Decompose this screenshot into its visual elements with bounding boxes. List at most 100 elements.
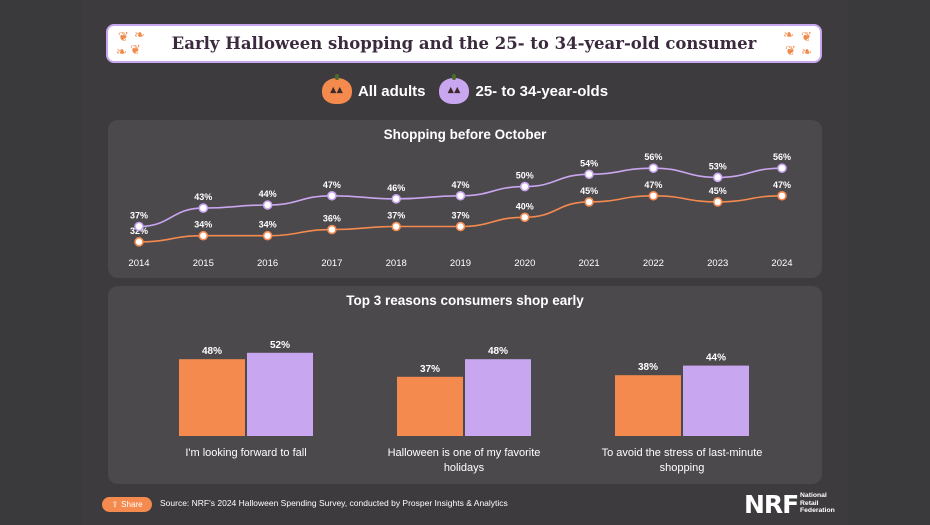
data-point (455, 190, 466, 201)
x-tick-label: 2020 (514, 258, 535, 269)
data-label: 46% (387, 183, 405, 193)
data-label: 37% (451, 211, 469, 221)
data-point (391, 221, 402, 232)
data-point (712, 197, 723, 207)
data-point (198, 203, 209, 213)
bar-value-label: 38% (638, 362, 658, 373)
category-label: To avoid the stress of last-minute (602, 447, 763, 459)
data-point (327, 224, 337, 235)
data-label: 34% (194, 220, 212, 230)
title-banner: ❦ ❧ ❧ ❦ Early Halloween shopping and the… (106, 24, 822, 63)
line-chart-panel: Shopping before October 32%34%34%36%37%3… (108, 120, 822, 278)
bar-value-label: 48% (202, 346, 222, 357)
leaf-icon: ❦ (118, 29, 129, 44)
bar (247, 352, 313, 436)
leaf-icon: ❧ (116, 44, 127, 59)
chart-legend: ▴▴ All adults ▴▴ 25- to 34-year-olds (82, 74, 848, 106)
infographic-page: ❦ ❧ ❧ ❦ Early Halloween shopping and the… (82, 0, 848, 525)
x-tick-label: 2017 (321, 258, 342, 269)
x-tick-label: 2021 (579, 258, 600, 269)
line-chart: 32%34%34%36%37%37%40%45%47%45%47%37%43%4… (128, 152, 792, 269)
bar-chart-panel: Top 3 reasons consumers shop early 48% 52… (108, 286, 822, 484)
purple-pumpkin-icon: ▴▴ (439, 74, 470, 104)
data-point (262, 200, 273, 210)
data-label: 34% (259, 220, 277, 230)
data-point (648, 163, 659, 173)
data-point (198, 230, 209, 241)
legend-label: All adults (357, 82, 426, 100)
data-label: 45% (580, 186, 598, 196)
bar-value-label: 52% (270, 340, 290, 351)
x-tick-label: 2016 (257, 258, 278, 269)
bar (179, 359, 245, 436)
leaf-icon: ❧ (134, 27, 145, 42)
data-point (455, 221, 466, 232)
leaf-icon: ❦ (785, 43, 796, 58)
data-label: 47% (644, 180, 662, 190)
bar-value-label: 48% (488, 346, 508, 357)
bar-chart: 48% 52% I'm looking forward to fall 37% 48% H… (179, 340, 763, 474)
bar-chart-title: Top 3 reasons consumers shop early (346, 293, 584, 308)
data-label: 53% (709, 161, 727, 171)
bar-value-label: 44% (706, 353, 726, 364)
bar (397, 376, 463, 436)
category-label: I'm looking forward to fall (185, 447, 306, 459)
data-point (134, 221, 144, 232)
data-label: 47% (323, 180, 341, 190)
data-label: 47% (773, 180, 791, 190)
legend-item-all-adults: ▴▴ All adults (321, 74, 426, 104)
data-label: 44% (259, 189, 277, 199)
data-point (777, 190, 787, 201)
share-label: Share (121, 500, 143, 509)
x-tick-label: 2014 (128, 258, 149, 269)
data-label: 56% (773, 152, 791, 162)
category-label: shopping (660, 462, 705, 474)
data-point (777, 163, 787, 173)
category-label: Halloween is one of my favorite (388, 447, 541, 459)
data-point (519, 212, 530, 223)
data-label: 43% (194, 192, 212, 202)
data-label: 54% (580, 158, 598, 168)
x-tick-label: 2022 (643, 258, 664, 269)
data-point (391, 194, 402, 204)
data-point (134, 237, 144, 247)
data-label: 50% (516, 171, 534, 181)
category-label: holidays (444, 462, 485, 474)
x-tick-label: 2015 (193, 258, 214, 269)
bar-value-label: 37% (420, 364, 440, 375)
nrf-logo: NRF (744, 490, 799, 519)
data-label: 36% (323, 214, 341, 224)
data-point (519, 181, 530, 192)
x-tick-label: 2024 (771, 258, 792, 269)
legend-label: 25- to 34-year-olds (475, 82, 609, 100)
data-label: 37% (130, 211, 148, 221)
page-title: Early Halloween shopping and the 25- to … (171, 34, 757, 53)
bar (465, 359, 531, 436)
data-point (327, 190, 337, 201)
data-label: 47% (451, 180, 469, 190)
data-point (262, 230, 273, 241)
nrf-logo-subtitle: National Retail Federation (800, 492, 835, 514)
share-icon: ⇪ (111, 500, 119, 509)
data-label: 45% (709, 186, 727, 196)
leaf-icon: ❦ (130, 42, 141, 57)
data-point (584, 169, 594, 180)
leaf-icon: ❧ (801, 44, 812, 59)
data-label: 40% (516, 201, 534, 211)
source-note: Source: NRF's 2024 Halloween Spending Su… (160, 498, 508, 508)
leaf-icon: ❧ (783, 27, 794, 42)
line-chart-title: Shopping before October (383, 127, 547, 142)
data-label: 56% (644, 152, 662, 162)
x-tick-label: 2019 (450, 258, 471, 269)
bar (683, 365, 749, 436)
share-button[interactable]: ⇪ Share (102, 497, 152, 512)
data-label: 37% (387, 211, 405, 221)
data-point (648, 190, 659, 201)
data-point (584, 197, 594, 207)
x-tick-label: 2023 (707, 258, 728, 269)
legend-item-25-34: ▴▴ 25- to 34-year-olds (439, 74, 609, 104)
leaf-icon: ❦ (801, 29, 812, 44)
x-tick-label: 2018 (386, 258, 407, 269)
data-point (712, 172, 723, 183)
bar (615, 375, 681, 436)
